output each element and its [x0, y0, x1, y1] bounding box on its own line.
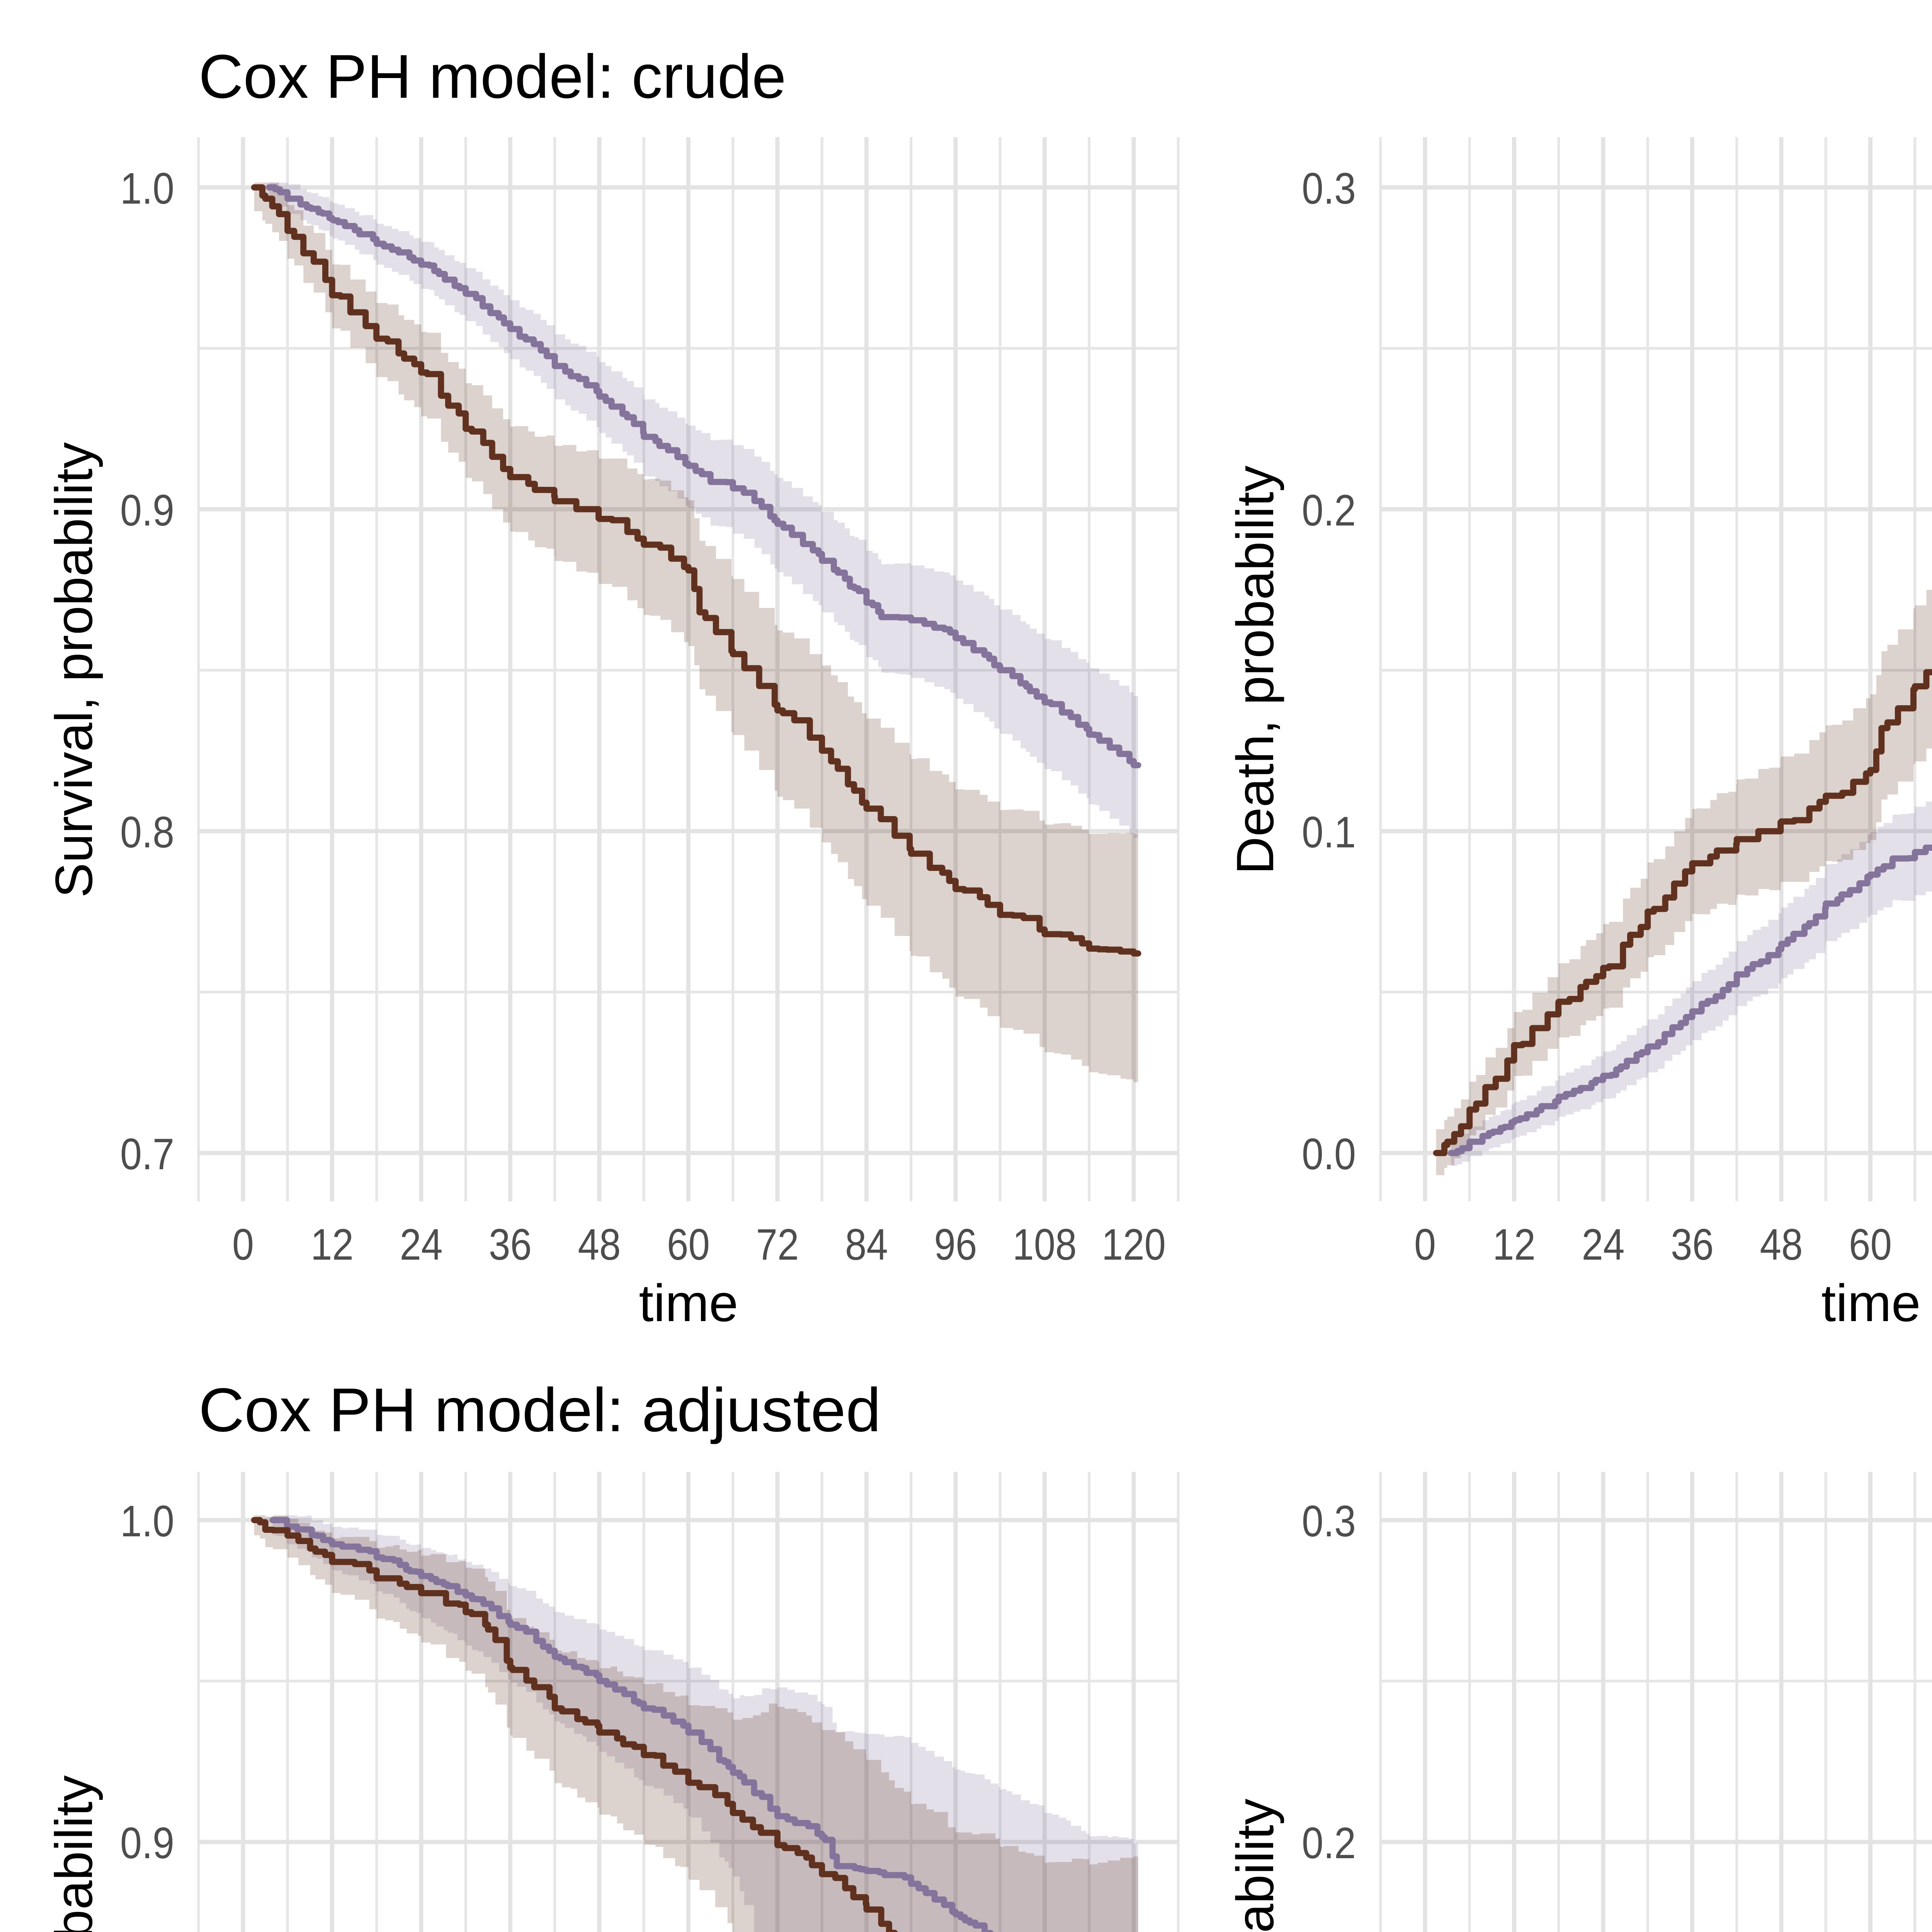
svg-text:Cox PH model: crude: Cox PH model: crude [199, 42, 786, 111]
svg-text:0.9: 0.9 [120, 486, 174, 535]
svg-text:0.2: 0.2 [1302, 486, 1356, 535]
svg-text:0.1: 0.1 [1302, 808, 1356, 857]
svg-text:0.7: 0.7 [120, 1130, 174, 1179]
svg-text:0: 0 [232, 1220, 254, 1269]
svg-text:72: 72 [756, 1220, 799, 1269]
svg-text:120: 120 [1102, 1220, 1166, 1269]
svg-text:36: 36 [1671, 1220, 1714, 1269]
svg-text:24: 24 [400, 1220, 443, 1269]
svg-text:0.8: 0.8 [120, 808, 174, 857]
svg-text:48: 48 [1760, 1220, 1803, 1269]
svg-text:Death, probability: Death, probability [1226, 466, 1284, 874]
svg-text:108: 108 [1013, 1220, 1077, 1269]
svg-text:60: 60 [667, 1220, 710, 1269]
svg-text:0.2: 0.2 [1302, 1819, 1356, 1868]
svg-text:96: 96 [934, 1220, 977, 1269]
svg-text:84: 84 [845, 1220, 888, 1269]
svg-text:Cox PH model: adjusted: Cox PH model: adjusted [199, 1375, 881, 1444]
svg-text:0.0: 0.0 [1302, 1130, 1356, 1179]
svg-text:Death, probability: Death, probability [1226, 1799, 1284, 1932]
svg-text:Survival, probability: Survival, probability [44, 442, 103, 898]
svg-text:time: time [639, 1274, 738, 1332]
svg-text:0.3: 0.3 [1302, 1497, 1356, 1546]
svg-text:48: 48 [578, 1220, 621, 1269]
svg-text:0.9: 0.9 [120, 1819, 174, 1868]
svg-text:60: 60 [1849, 1220, 1892, 1269]
svg-text:Survival, probability: Survival, probability [44, 1775, 103, 1932]
svg-text:0: 0 [1414, 1220, 1436, 1269]
svg-text:12: 12 [1493, 1220, 1536, 1269]
svg-text:36: 36 [489, 1220, 532, 1269]
svg-text:time: time [1821, 1274, 1921, 1332]
svg-text:0.3: 0.3 [1302, 164, 1356, 213]
svg-text:1.0: 1.0 [120, 164, 174, 213]
svg-text:24: 24 [1582, 1220, 1625, 1269]
svg-text:12: 12 [311, 1220, 354, 1269]
svg-text:1.0: 1.0 [120, 1497, 174, 1546]
